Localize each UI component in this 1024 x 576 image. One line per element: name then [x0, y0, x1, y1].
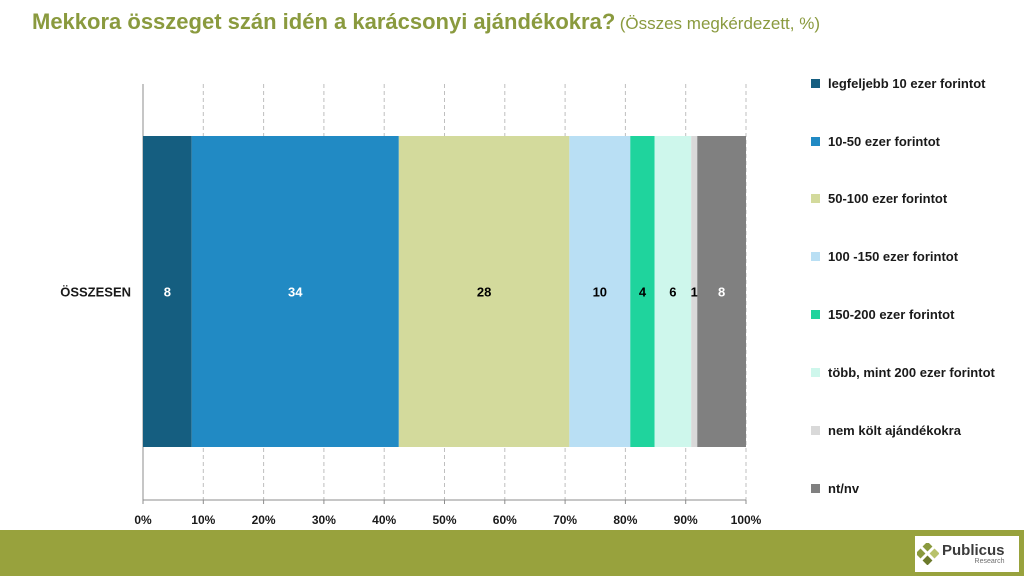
x-tick-label: 100% — [731, 513, 762, 527]
data-label: 4 — [639, 285, 647, 300]
legend-label: nem költ ajándékokra — [828, 423, 961, 438]
data-label: 8 — [164, 285, 171, 300]
bar-segment — [697, 136, 746, 447]
logo-subtitle: Research — [974, 557, 1005, 565]
x-tick-label: 20% — [252, 513, 276, 527]
legend-swatch — [811, 194, 820, 203]
legend-item: 150-200 ezer forintot — [811, 305, 1011, 325]
legend-swatch — [811, 484, 820, 493]
legend-label: 50-100 ezer forintot — [828, 191, 948, 206]
publicus-logo: Publicus Research — [915, 536, 1019, 572]
legend-label: több, mint 200 ezer forintot — [828, 365, 995, 380]
bar-segment — [143, 136, 192, 447]
legend-swatch — [811, 137, 820, 146]
legend-label: legfeljebb 10 ezer forintot — [828, 76, 986, 91]
category-label: ÖSSZESEN — [60, 285, 131, 300]
bar-segment — [630, 136, 655, 447]
legend-item: nem költ ajándékokra — [811, 421, 1011, 441]
bar-segment — [398, 136, 570, 447]
legend-label: nt/nv — [828, 481, 860, 496]
x-tick-label: 70% — [553, 513, 577, 527]
data-label: 34 — [288, 285, 303, 300]
chart-title: Mekkora összeget szán idén a karácsonyi … — [32, 10, 832, 37]
legend-item: legfeljebb 10 ezer forintot — [811, 74, 1011, 94]
data-label: 6 — [669, 285, 676, 300]
logo-name: Publicus — [942, 541, 1005, 559]
legend-item: nt/nv — [811, 479, 1011, 499]
legend-label: 150-200 ezer forintot — [828, 307, 955, 322]
x-tick-label: 80% — [613, 513, 637, 527]
bar-segment — [569, 136, 631, 447]
bar-segment — [191, 136, 399, 447]
data-label: 8 — [718, 285, 725, 300]
x-tick-label: 0% — [134, 513, 152, 527]
legend-swatch — [811, 310, 820, 319]
x-tick-label: 60% — [493, 513, 517, 527]
bar-segment — [654, 136, 692, 447]
x-tick-label: 40% — [372, 513, 396, 527]
legend-swatch — [811, 79, 820, 88]
legend-swatch — [811, 252, 820, 261]
legend-item: 10-50 ezer forintot — [811, 132, 1011, 152]
legend-item: 50-100 ezer forintot — [811, 189, 1011, 209]
legend-swatch — [811, 426, 820, 435]
legend-swatch — [811, 368, 820, 377]
legend-item: több, mint 200 ezer forintot — [811, 363, 1011, 383]
x-tick-label: 90% — [674, 513, 698, 527]
footer-bar — [0, 530, 1024, 576]
chart-title-sub: (Összes megkérdezett, %) — [619, 14, 820, 33]
x-tick-label: 10% — [191, 513, 215, 527]
data-label: 1 — [691, 285, 698, 300]
legend-item: 100 -150 ezer forintot — [811, 247, 1011, 267]
data-label: 28 — [477, 285, 491, 300]
legend-label: 10-50 ezer forintot — [828, 134, 940, 149]
publicus-logo-icon — [917, 543, 939, 565]
x-tick-label: 30% — [312, 513, 336, 527]
x-tick-label: 50% — [432, 513, 456, 527]
data-label: 10 — [593, 285, 607, 300]
legend-label: 100 -150 ezer forintot — [828, 249, 959, 264]
bar-segment — [691, 136, 698, 447]
chart-title-main: Mekkora összeget szán idén a karácsonyi … — [32, 9, 616, 34]
